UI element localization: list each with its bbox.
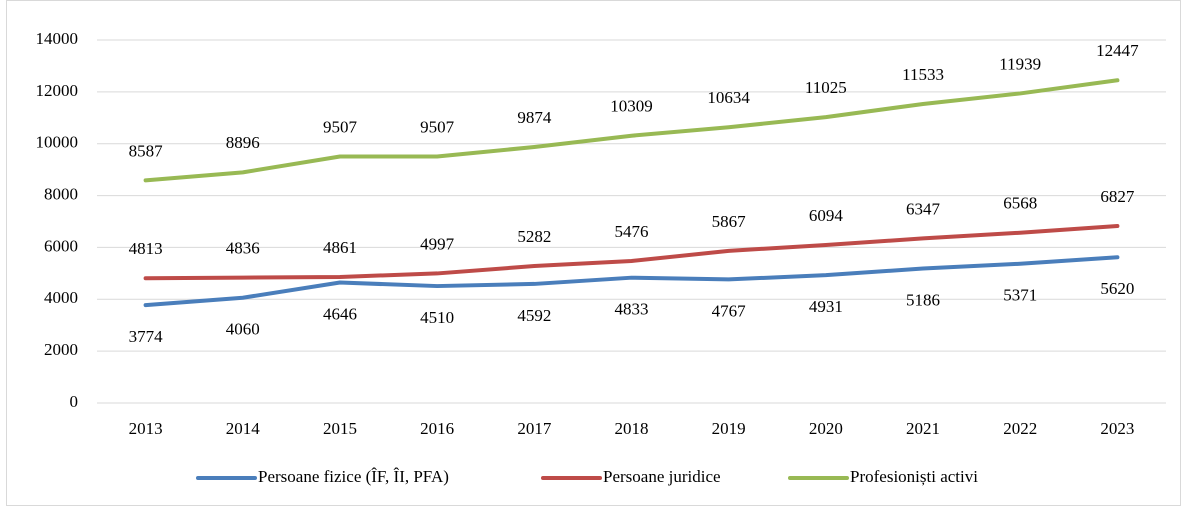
x-tick-label: 2014 (226, 419, 261, 438)
data-label: 9507 (323, 117, 358, 136)
series-line (143, 255, 1120, 308)
legend-label: Profesioniști activi (850, 467, 978, 486)
data-label: 5186 (906, 290, 940, 309)
data-label: 4510 (420, 308, 454, 327)
data-label: 12447 (1096, 41, 1139, 60)
data-label: 11025 (805, 78, 847, 97)
y-tick-label: 0 (70, 392, 79, 411)
legend-label: Persoane fizice (ÎF, ÎI, PFA) (258, 467, 449, 486)
data-label: 9507 (420, 117, 455, 136)
x-tick-label: 2019 (712, 419, 746, 438)
data-label: 6568 (1003, 194, 1037, 213)
x-tick-label: 2023 (1100, 419, 1134, 438)
legend-label: Persoane juridice (603, 467, 721, 486)
data-label: 4861 (323, 238, 357, 257)
x-tick-label: 2018 (615, 419, 649, 438)
data-label: 3774 (129, 327, 164, 346)
data-label: 4833 (615, 300, 649, 319)
data-label: 4592 (517, 306, 551, 325)
y-tick-label: 4000 (44, 288, 78, 307)
y-tick-label: 8000 (44, 184, 78, 203)
chart-frame (6, 0, 1181, 506)
data-label: 11939 (999, 54, 1041, 73)
data-label: 4767 (712, 301, 747, 320)
data-label: 4060 (226, 320, 260, 339)
data-label: 5282 (517, 227, 551, 246)
y-tick-label: 14000 (36, 29, 79, 48)
x-tick-label: 2017 (517, 419, 552, 438)
data-label: 4836 (226, 239, 260, 258)
series-line (143, 78, 1120, 183)
x-tick-label: 2015 (323, 419, 357, 438)
x-tick-label: 2021 (906, 419, 940, 438)
data-label: 8587 (129, 141, 164, 160)
series-line (143, 223, 1120, 281)
x-tick-label: 2013 (129, 419, 163, 438)
data-label: 8896 (226, 133, 260, 152)
data-label: 6094 (809, 206, 844, 225)
y-tick-label: 12000 (36, 81, 79, 100)
y-tick-label: 10000 (36, 133, 79, 152)
data-label: 5867 (712, 212, 747, 231)
data-label: 4813 (129, 239, 163, 258)
y-tick-label: 2000 (44, 340, 78, 359)
data-label: 10309 (610, 97, 653, 116)
x-tick-label: 2020 (809, 419, 843, 438)
data-label: 11533 (902, 65, 944, 84)
data-label: 6347 (906, 199, 941, 218)
data-label: 10634 (707, 88, 750, 107)
data-label: 5620 (1100, 279, 1134, 298)
x-tick-label: 2016 (420, 419, 454, 438)
y-tick-label: 6000 (44, 236, 78, 255)
data-label: 5371 (1003, 286, 1037, 305)
data-label: 4997 (420, 234, 455, 253)
data-label: 6827 (1100, 187, 1135, 206)
data-label: 5476 (615, 222, 649, 241)
x-tick-label: 2022 (1003, 419, 1037, 438)
data-label: 4931 (809, 297, 843, 316)
data-label: 9874 (517, 108, 552, 127)
data-label: 4646 (323, 304, 357, 323)
